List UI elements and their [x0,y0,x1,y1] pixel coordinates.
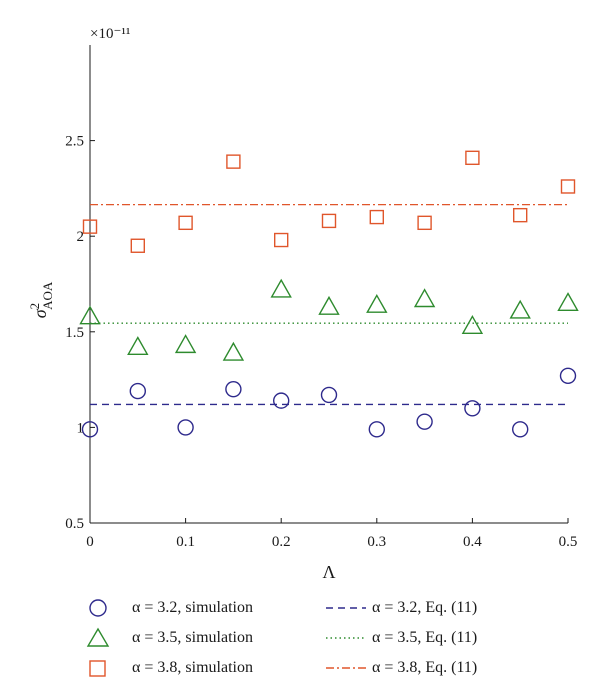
square-point [560,179,576,194]
legend-label: α = 3.8, Eq. (11) [372,659,478,676]
square-point [82,219,98,234]
x-tick-label: 0.3 [367,534,386,550]
y-tick-label: 0.5 [65,516,84,532]
circle-point [320,386,338,404]
legend: α = 3.2, simulation α = 3.5, simulation … [80,592,580,684]
reference-lines [90,204,568,406]
circle-marker-icon [89,599,107,617]
legend-item-eq-3-2: α = 3.2, Eq. (11) [320,596,477,620]
triangle-point [509,299,531,319]
legend-label: α = 3.2, Eq. (11) [372,599,478,616]
circle-point [512,421,529,438]
square-point [321,213,337,229]
y-axis-label: σ2AOA [27,281,55,318]
legend-item-sim-3-5: α = 3.5, simulation [80,626,253,650]
x-tick-label: 0.2 [272,534,291,550]
data-markers [79,150,579,438]
dashed-line-icon [326,607,366,609]
y-tick-label: 2 [77,229,85,245]
dashdot-line-icon [326,667,366,669]
dotted-line-icon [326,637,366,639]
y-tick-label: 1 [77,420,85,436]
square-point [465,150,480,166]
triangle-point [413,288,436,308]
circle-point [559,367,577,384]
square-point [130,238,146,253]
axes [89,45,569,524]
square-point [274,232,289,248]
circle-point [129,382,147,400]
triangle-marker-icon [86,627,110,647]
square-point [417,215,432,231]
x-tick-label: 0.1 [176,534,195,550]
triangle-point [174,334,197,354]
square-point [369,209,384,225]
circle-point [273,392,290,409]
legend-label: α = 3.2, simulation [132,599,253,616]
legend-label: α = 3.5, simulation [132,629,253,646]
circle-point [81,421,99,438]
x-tick-label: 0.5 [559,534,578,550]
x-axis-label: Λ [322,562,335,582]
x-tick-label: 0 [86,534,94,550]
square-point [226,154,241,169]
square-point [178,215,193,231]
legend-label: α = 3.5, Eq. (11) [372,629,478,646]
triangle-point [461,315,484,334]
circle-point [177,419,194,436]
legend-item-sim-3-2: α = 3.2, simulation [80,596,253,620]
circle-point [368,421,385,438]
x-tick-label: 0.4 [463,534,482,550]
y-axis-multiplier: ×10⁻¹¹ [90,26,130,42]
legend-label: α = 3.8, simulation [132,659,253,676]
triangle-point [222,341,245,361]
triangle-point [557,292,579,312]
square-marker-icon [89,660,106,677]
legend-item-eq-3-5: α = 3.5, Eq. (11) [320,626,477,650]
triangle-point [270,278,292,298]
legend-item-sim-3-8: α = 3.8, simulation [80,656,253,680]
circle-point [416,413,433,430]
triangle-point [366,294,388,313]
triangle-point [318,295,340,315]
triangle-point [127,336,149,355]
circle-point [464,400,481,417]
y-tick-label: 2.5 [65,134,84,150]
triangle-point [79,305,101,325]
square-point [513,207,528,223]
circle-point [225,380,242,398]
legend-item-eq-3-8: α = 3.8, Eq. (11) [320,656,477,680]
y-tick-label: 1.5 [65,325,84,341]
tick-labels: 0.5 1 1.5 2 2.5 0 0.1 0.2 0.3 0.4 0.5 [65,134,577,550]
chart-plot: 0.5 1 1.5 2 2.5 0 0.1 0.2 0.3 0.4 0.5 ×10⁻¹¹ σ2AOA… [27,26,579,582]
